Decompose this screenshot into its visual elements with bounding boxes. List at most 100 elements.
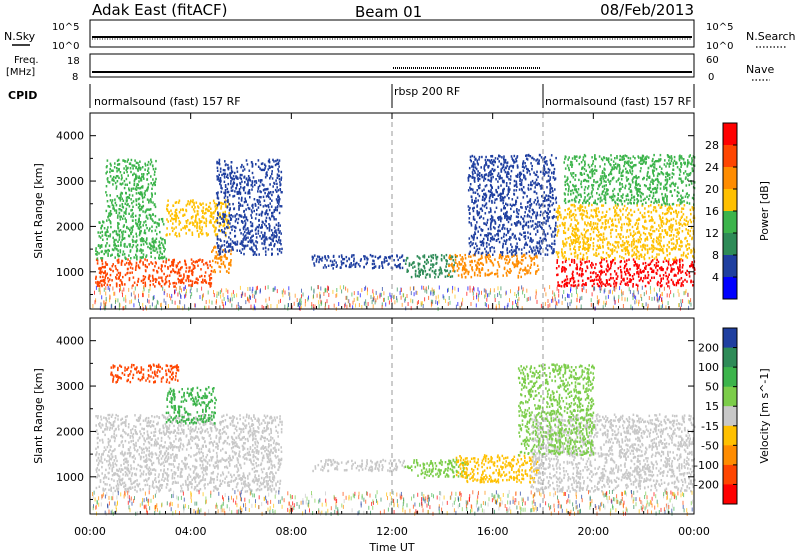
data-cell-region-10 xyxy=(600,284,603,287)
data-cell-region-7 xyxy=(443,256,446,260)
data-cell-region-9 xyxy=(535,183,537,186)
data-cell-region-0 xyxy=(177,262,179,265)
data-cell-region-4 xyxy=(207,233,209,236)
data-cell-region-9 xyxy=(474,224,477,227)
data-cell-region-12 xyxy=(610,170,612,174)
data-cell-region-5 xyxy=(250,241,253,244)
data-cell-region-5 xyxy=(273,210,276,213)
data-cell-region-5 xyxy=(224,248,226,251)
data-cell-region-4 xyxy=(216,218,219,221)
data-cell-region-11 xyxy=(676,241,678,244)
data-cell-region-4 xyxy=(192,222,195,225)
data-cell-region-9 xyxy=(491,192,493,195)
data-cell-region-9 xyxy=(527,168,529,172)
data-cell-region-11 xyxy=(644,233,647,236)
data-cell-region-11 xyxy=(676,215,678,218)
data-cell-region-6 xyxy=(372,259,374,262)
data-cell-region-11 xyxy=(665,212,668,215)
data-cell-region-10 xyxy=(644,266,646,270)
data-cell-region-4 xyxy=(195,214,197,218)
data-cell-region-7 xyxy=(453,264,455,267)
data-cell-region-11 xyxy=(661,216,664,219)
data-cell-region-5 xyxy=(250,248,252,251)
data-cell-region-9 xyxy=(545,222,547,225)
data-cell-region-7 xyxy=(432,265,434,269)
data-cell-region-5 xyxy=(275,223,278,226)
data-cell-region-4 xyxy=(203,221,205,224)
beam-label: Beam 01 xyxy=(355,3,422,21)
data-cell-region-4 xyxy=(188,203,191,206)
data-cell-region-9 xyxy=(549,189,551,192)
data-cell-region-11 xyxy=(646,236,648,239)
data-cell-region-8 xyxy=(498,265,501,268)
data-cell-region-5 xyxy=(267,248,270,251)
data-cell-region-11 xyxy=(636,219,638,222)
data-cell-region-5 xyxy=(227,220,230,223)
data-cell-region-9 xyxy=(553,248,555,251)
data-cell-region-5 xyxy=(219,182,221,186)
data-cell-region-11 xyxy=(599,237,601,240)
data-cell-region-9 xyxy=(530,187,532,191)
data-cell-region-10 xyxy=(668,273,670,276)
data-cell-region-12 xyxy=(597,197,599,201)
data-cell-region-9 xyxy=(516,185,518,188)
data-cell-region-5 xyxy=(255,244,257,248)
data-cell-region-4 xyxy=(188,222,191,225)
data-cell-region-9 xyxy=(550,247,553,250)
data-cell-region-2 xyxy=(110,254,112,257)
data-cell-region-11 xyxy=(688,246,690,250)
data-cell-region-0 xyxy=(142,281,144,284)
data-cell-region-8 xyxy=(513,263,515,266)
data-cell-region-5 xyxy=(269,202,271,205)
data-cell-region-3 xyxy=(143,177,145,180)
data-cell-region-3 xyxy=(132,215,134,219)
data-cell-region-12 xyxy=(600,180,603,183)
data-cell-region-9 xyxy=(549,227,552,230)
data-cell-region-4 xyxy=(213,225,215,229)
data-cell-region-10 xyxy=(566,278,569,281)
data-cell-region-9 xyxy=(515,250,517,253)
data-cell-region-8 xyxy=(514,264,517,267)
data-cell-region-9 xyxy=(517,212,520,216)
data-cell-region-0 xyxy=(144,281,146,284)
data-cell-region-2 xyxy=(132,225,134,228)
data-cell-region-2 xyxy=(152,219,154,223)
data-cell-region-11 xyxy=(601,256,604,260)
data-cell-region-9 xyxy=(516,211,518,214)
data-cell-region-9 xyxy=(527,220,530,224)
data-cell-region-5 xyxy=(219,216,221,219)
data-cell-region-3 xyxy=(141,205,143,209)
data-cell-region-3 xyxy=(109,194,111,197)
data-cell-region-12 xyxy=(653,166,656,169)
data-cell-region-5 xyxy=(275,159,277,163)
data-cell-region-0 xyxy=(205,280,207,283)
data-cell-region-9 xyxy=(483,174,486,177)
data-cell-region-11 xyxy=(564,221,566,225)
data-cell-region-12 xyxy=(656,190,658,194)
data-cell-region-9 xyxy=(518,237,520,240)
data-cell-region-5 xyxy=(231,240,234,243)
data-cell-region-4 xyxy=(198,235,200,238)
data-cell-region-5 xyxy=(219,252,222,255)
data-cell-region-9 xyxy=(546,215,549,218)
data-cell-region-3 xyxy=(120,195,122,198)
data-cell-region-9 xyxy=(533,182,535,185)
data-cell-region-11 xyxy=(621,243,624,246)
data-cell-region-11 xyxy=(625,247,627,251)
data-cell-region-3 xyxy=(116,216,119,219)
data-cell-region-11 xyxy=(665,222,667,226)
data-cell-region-0 xyxy=(177,277,179,281)
data-cell-region-9 xyxy=(551,203,553,207)
data-cell-region-12 xyxy=(649,164,652,167)
data-cell-region-6 xyxy=(382,266,384,269)
data-cell-region-10 xyxy=(666,266,669,269)
data-cell-region-9 xyxy=(543,157,546,160)
data-cell-region-5 xyxy=(224,213,227,216)
data-cell-region-3 xyxy=(106,178,109,181)
data-cell-region-3 xyxy=(135,177,138,180)
data-cell-region-10 xyxy=(596,282,599,286)
data-cell-region-5 xyxy=(250,246,253,249)
data-cell-region-5 xyxy=(267,160,270,163)
data-cell-region-5 xyxy=(240,240,243,243)
data-cell-region-4 xyxy=(195,216,197,219)
